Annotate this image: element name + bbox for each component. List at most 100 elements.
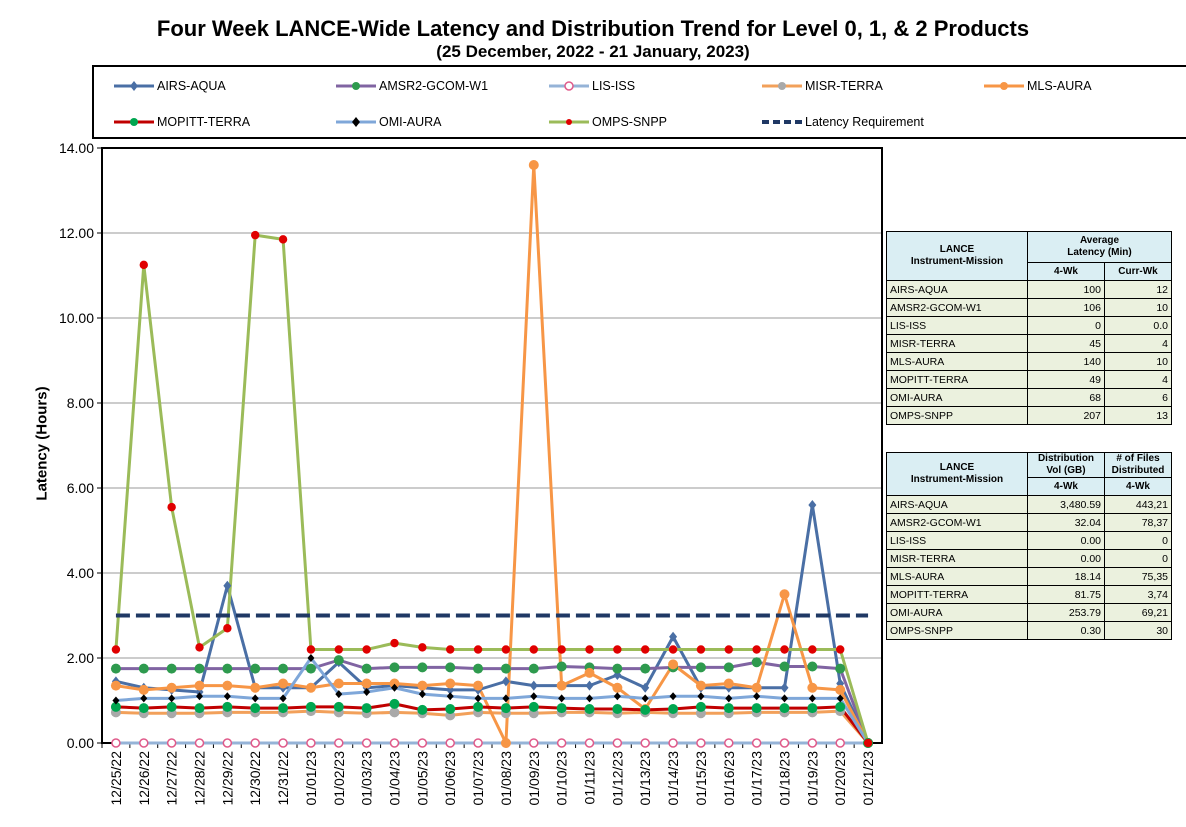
dist-row-files: 69,21 [1104, 603, 1172, 622]
y-tick-label: 2.00 [67, 650, 94, 666]
data-point [138, 684, 149, 695]
data-point [194, 680, 205, 691]
data-point [695, 662, 706, 673]
dist-row-files: 443,21 [1104, 495, 1172, 514]
data-point [362, 645, 371, 654]
data-point [753, 692, 761, 701]
legend-item: OMPS-SNPP [549, 113, 667, 131]
data-point [695, 701, 706, 712]
data-point [501, 676, 510, 687]
y-tick-label: 4.00 [67, 565, 94, 581]
chart-subtitle: (25 December, 2022 - 21 January, 2023) [436, 42, 750, 61]
data-point [168, 694, 176, 703]
latency-row-4wk: 100 [1027, 280, 1105, 299]
latency-row-4wk: 0 [1027, 316, 1105, 335]
dist-header-volume: Distribution Vol (GB) [1027, 452, 1105, 478]
y-tick-label: 12.00 [59, 225, 94, 241]
legend-swatch-icon [336, 82, 376, 90]
latency-table-row: LIS-ISS 0 0.0 [886, 316, 1172, 335]
latency-row-4wk: 68 [1027, 388, 1105, 407]
data-point [529, 645, 538, 654]
data-point [222, 701, 233, 712]
dist-row-files: 30 [1104, 621, 1172, 640]
x-tick-label: 12/30/22 [247, 751, 263, 806]
dist-row-name: MLS-AURA [886, 567, 1028, 586]
dist-row-name: MISR-TERRA [886, 549, 1028, 568]
legend-swatch-icon [549, 119, 589, 125]
x-tick-label: 01/15/23 [693, 751, 709, 806]
data-point [808, 500, 817, 510]
x-tick-label: 01/14/23 [665, 751, 681, 806]
x-tick-label: 01/19/23 [804, 751, 820, 806]
distribution-table-row: AIRS-AQUA 3,480.59 443,21 [886, 495, 1172, 514]
latency-table-row: OMPS-SNPP 207 13 [886, 406, 1172, 425]
distribution-table-row: LIS-ISS 0.00 0 [886, 531, 1172, 550]
data-point [417, 738, 428, 748]
data-point [613, 645, 622, 654]
series-line-mls-aura [115, 163, 870, 745]
latency-row-4wk: 106 [1027, 298, 1105, 317]
x-tick-label: 12/28/22 [192, 751, 208, 806]
data-point [278, 738, 288, 748]
distribution-table-row: OMPS-SNPP 0.30 30 [886, 621, 1172, 640]
x-tick-label: 12/26/22 [136, 751, 152, 806]
data-point [612, 663, 623, 674]
dist-row-files: 0 [1104, 549, 1172, 568]
data-point [389, 678, 400, 689]
legend-swatch-icon [762, 120, 802, 124]
chart-legend: AIRS-AQUA AMSR2-GCOM-W1 LIS-ISS MISR-TERRA M… [92, 65, 1186, 139]
dist-row-files: 78,37 [1104, 513, 1172, 532]
data-point [836, 645, 845, 654]
x-tick-label: 01/17/23 [749, 751, 765, 806]
latency-row-currwk: 12 [1104, 280, 1172, 299]
dist-row-volume: 81.75 [1027, 585, 1105, 604]
dist-row-name: MOPITT-TERRA [886, 585, 1028, 604]
x-tick-label: 01/03/23 [359, 751, 375, 806]
x-tick-label: 12/27/22 [164, 751, 180, 806]
data-point [556, 738, 567, 748]
series-line-mopitt-terra [115, 702, 870, 744]
data-point [110, 663, 121, 674]
data-point [640, 704, 651, 715]
data-point [612, 738, 623, 748]
legend-swatch-icon [549, 81, 589, 91]
data-point [723, 662, 734, 673]
data-point [391, 683, 398, 692]
latency-table-row: MLS-AURA 140 10 [886, 352, 1172, 371]
x-tick-label: 01/21/23 [860, 751, 876, 806]
data-point [500, 663, 511, 674]
latency-row-4wk: 140 [1027, 352, 1105, 371]
data-point [166, 738, 177, 748]
data-point [529, 738, 539, 748]
latency-row-name: LIS-ISS [886, 316, 1028, 335]
latency-subheader-4wk: 4-Wk [1027, 262, 1105, 281]
data-point [334, 738, 344, 748]
data-point [696, 738, 706, 748]
data-point [668, 704, 679, 714]
data-point [195, 643, 204, 652]
legend-item: Latency Requirement [762, 113, 924, 131]
dist-row-volume: 3,480.59 [1027, 495, 1105, 514]
x-tick-label: 01/12/23 [609, 751, 625, 806]
series-line-amsr2-gcom-w1 [115, 658, 870, 744]
data-point [361, 663, 372, 674]
data-point [584, 667, 595, 678]
series-line-omi-aura [115, 656, 870, 744]
data-point [139, 260, 148, 270]
data-point [473, 680, 484, 691]
latency-row-name: AMSR2-GCOM-W1 [886, 298, 1028, 317]
data-point [278, 678, 289, 689]
latency-row-currwk: 6 [1104, 388, 1172, 407]
data-point [334, 645, 343, 654]
data-point [250, 663, 261, 674]
data-point [333, 655, 344, 666]
dist-row-name: OMPS-SNPP [886, 621, 1028, 640]
y-tick-label: 6.00 [67, 480, 94, 496]
data-point [473, 663, 484, 674]
data-point [222, 663, 233, 674]
data-point [528, 701, 539, 712]
data-point [445, 678, 456, 689]
legend-item: OMI-AURA [336, 113, 442, 131]
data-point [307, 654, 315, 662]
